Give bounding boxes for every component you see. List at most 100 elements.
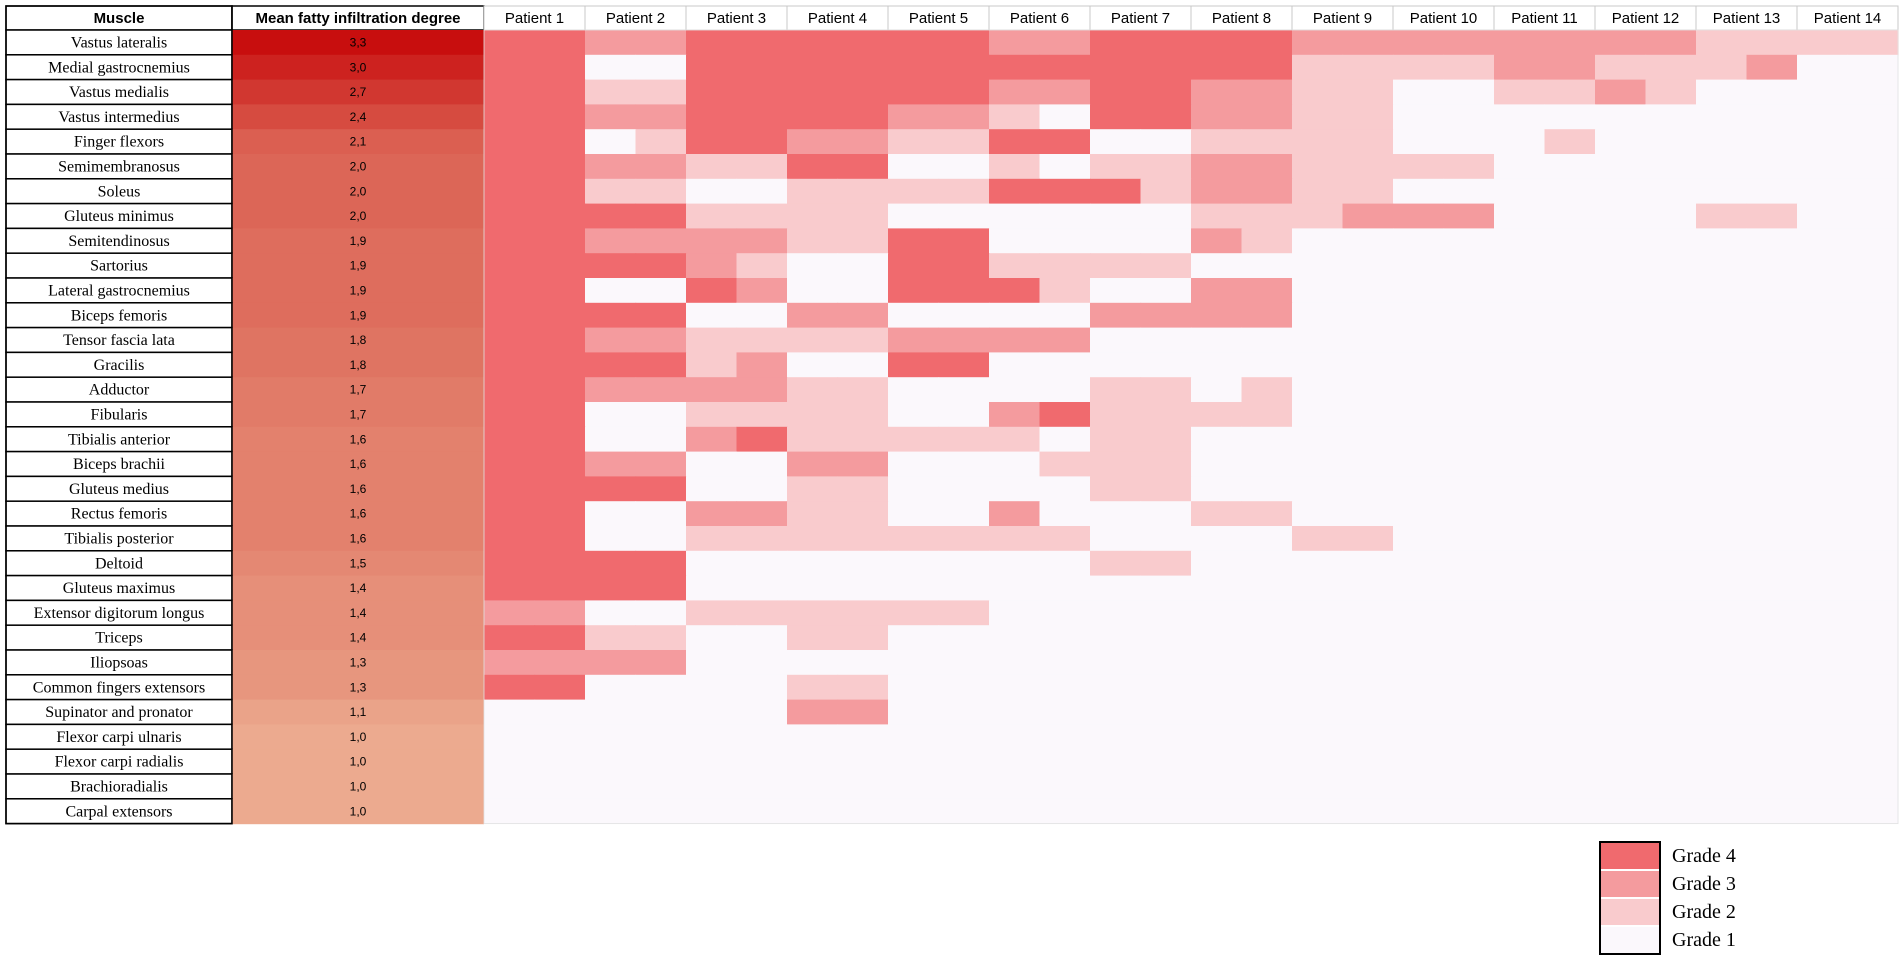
grade-cell (1645, 54, 1697, 81)
mean-value: 1,6 (350, 457, 367, 471)
grade-cell (1797, 501, 1849, 527)
grade-cell (1241, 724, 1293, 750)
muscle-label: Vastus lateralis (71, 35, 167, 52)
grade-cell (1847, 377, 1899, 403)
grade-cell (585, 526, 637, 552)
grade-cell (1696, 104, 1748, 130)
grade-cell (1595, 501, 1647, 527)
grade-cell (787, 724, 839, 750)
grade-cell (938, 699, 990, 725)
grade-cell (1645, 526, 1697, 552)
grade-cell (1191, 178, 1243, 205)
grade-cell (585, 774, 637, 800)
grade-cell (635, 476, 687, 502)
grade-cell (736, 104, 788, 130)
grade-cell (888, 253, 940, 279)
grade-cell (635, 426, 687, 453)
grade-cell (1090, 327, 1142, 353)
grade-cell (1696, 774, 1748, 800)
grade-cell (1191, 600, 1243, 626)
grade-cell (1544, 749, 1596, 775)
grade-cell (1494, 79, 1546, 105)
mean-value: 1,6 (350, 532, 367, 546)
grade-cell (787, 327, 839, 353)
grade-cell (1241, 104, 1293, 130)
grade-cell (736, 54, 788, 81)
grade-cell (1039, 278, 1091, 304)
grade-cell (1292, 54, 1344, 81)
grade-cell (1544, 302, 1596, 329)
grade-cell (787, 625, 839, 651)
grade-cell (534, 575, 586, 601)
grade-cell (1544, 154, 1596, 180)
grade-cell (736, 253, 788, 279)
muscle-label: Extensor digitorum longus (34, 605, 205, 622)
grade-cell (1241, 426, 1293, 453)
grade-cell (1595, 724, 1647, 750)
grade-cell (484, 352, 536, 378)
grade-cell (938, 749, 990, 775)
grade-cell (1746, 178, 1798, 205)
grade-cell (1797, 550, 1849, 577)
grade-cell (1191, 575, 1243, 601)
grade-cell (1696, 377, 1748, 403)
grade-cell (736, 129, 788, 155)
mean-cell (232, 203, 484, 229)
grade-cell (1494, 699, 1546, 725)
grade-cell (938, 377, 990, 403)
grade-cell (837, 501, 889, 527)
grade-cell (1393, 327, 1445, 353)
grade-cell (686, 550, 738, 577)
grade-cell (837, 476, 889, 502)
grade-cell (1696, 302, 1748, 329)
header-patient: Patient 11 (1511, 10, 1577, 27)
grade-cell (1443, 203, 1495, 229)
grade-cell (484, 104, 536, 130)
grade-cell (1090, 575, 1142, 601)
grade-cell (1544, 203, 1596, 229)
grade-cell (1746, 650, 1798, 676)
grade-cell (1645, 674, 1697, 701)
grade-cell (1090, 129, 1142, 155)
grade-cell (1292, 625, 1344, 651)
grade-cell (1544, 650, 1596, 676)
grade-cell (1140, 600, 1192, 626)
grade-cell (1241, 228, 1293, 254)
grade-cell (1292, 724, 1344, 750)
grade-cell (534, 178, 586, 205)
mean-value: 1,6 (350, 432, 367, 446)
grade-cell (1595, 451, 1647, 477)
header-patient: Patient 12 (1612, 10, 1680, 27)
grade-cell (1241, 476, 1293, 502)
grade-cell (1140, 278, 1192, 304)
grade-cell (1140, 253, 1192, 279)
grade-cell (1797, 600, 1849, 626)
grade-cell (1544, 798, 1596, 825)
grade-cell (938, 253, 990, 279)
grade-cell (1797, 774, 1849, 800)
grade-cell (585, 674, 637, 701)
grade-cell (736, 178, 788, 205)
grade-cell (1090, 302, 1142, 329)
header-cell-patient (1594, 5, 1697, 31)
grade-cell (1393, 501, 1445, 527)
grade-cell (1696, 79, 1748, 105)
grade-cell (1191, 54, 1243, 81)
grade-cell (1090, 451, 1142, 477)
mean-value: 1,9 (350, 259, 367, 273)
grade-cell (1746, 625, 1798, 651)
grade-cell (1746, 674, 1798, 701)
grade-cell (1847, 278, 1899, 304)
grade-cell (686, 79, 738, 105)
grade-cell (534, 352, 586, 378)
grade-cell (1494, 575, 1546, 601)
grade-cell (585, 104, 637, 130)
grade-cell (888, 178, 940, 205)
header-muscle: Muscle (94, 10, 145, 27)
grade-cell (1241, 501, 1293, 527)
grade-cell (1797, 154, 1849, 180)
mean-value: 2,7 (350, 85, 367, 99)
grade-cell (787, 203, 839, 229)
grade-cell (1494, 203, 1546, 229)
grade-cell (837, 327, 889, 353)
